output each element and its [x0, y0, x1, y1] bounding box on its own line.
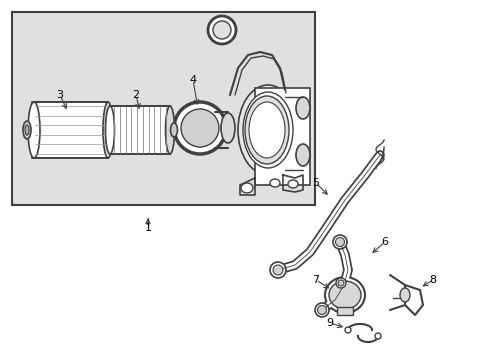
Ellipse shape	[269, 179, 280, 187]
Text: 6: 6	[381, 237, 387, 247]
Bar	[336, 307, 352, 315]
Ellipse shape	[317, 306, 326, 315]
Circle shape	[374, 333, 380, 339]
Ellipse shape	[241, 183, 252, 193]
Ellipse shape	[165, 106, 174, 154]
Ellipse shape	[325, 277, 364, 313]
Ellipse shape	[244, 96, 288, 164]
Ellipse shape	[335, 238, 344, 247]
Text: 5: 5	[312, 178, 319, 188]
Circle shape	[213, 21, 230, 39]
Bar	[110, 106, 170, 154]
Ellipse shape	[399, 288, 409, 302]
Ellipse shape	[248, 102, 285, 158]
Ellipse shape	[105, 106, 114, 154]
Ellipse shape	[170, 123, 177, 137]
Ellipse shape	[272, 265, 283, 275]
Bar	[32, 102, 108, 158]
Ellipse shape	[332, 235, 346, 249]
Ellipse shape	[25, 125, 29, 135]
Ellipse shape	[269, 262, 285, 278]
Ellipse shape	[314, 303, 328, 317]
Circle shape	[337, 280, 343, 286]
Text: 9: 9	[326, 318, 333, 328]
Bar	[254, 88, 309, 185]
Circle shape	[345, 327, 350, 333]
Bar	[12, 12, 314, 205]
Text: 2: 2	[132, 90, 139, 100]
Text: 4: 4	[189, 75, 196, 85]
Ellipse shape	[295, 97, 309, 119]
Ellipse shape	[23, 121, 31, 139]
Ellipse shape	[28, 102, 40, 158]
Text: 7: 7	[312, 275, 319, 285]
Circle shape	[181, 109, 219, 147]
Ellipse shape	[243, 92, 292, 168]
Circle shape	[335, 278, 346, 288]
Ellipse shape	[295, 144, 309, 166]
Text: 1: 1	[144, 223, 151, 233]
Circle shape	[174, 102, 225, 154]
Ellipse shape	[103, 102, 113, 158]
Text: 3: 3	[57, 90, 63, 100]
Circle shape	[207, 16, 236, 44]
Ellipse shape	[221, 113, 235, 143]
Text: 8: 8	[428, 275, 436, 285]
Ellipse shape	[238, 85, 297, 175]
Ellipse shape	[328, 281, 360, 309]
Ellipse shape	[287, 180, 297, 188]
